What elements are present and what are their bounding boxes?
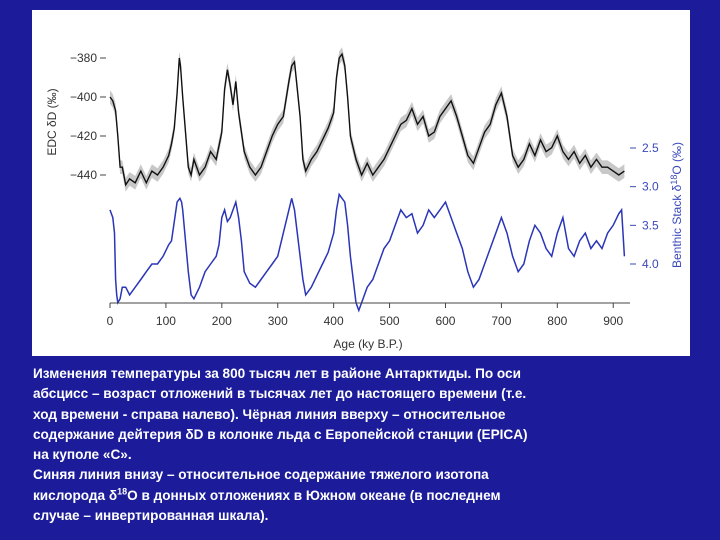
left-ticks: −380 −400 −420 −440 [70, 51, 106, 182]
figure-caption: Изменения температуры за 800 тысяч лет в… [33, 364, 693, 526]
right-tick-label: 2.5 [642, 141, 659, 155]
x-tick-label: 100 [156, 314, 176, 328]
x-tick-label: 600 [435, 314, 455, 328]
deuterium-uncertainty-band [110, 47, 625, 192]
x-ticks: 0 100 200 300 400 500 600 700 800 900 [107, 303, 624, 328]
deuterium-line [109, 52, 625, 187]
x-tick-label: 900 [603, 314, 623, 328]
right-ticks: 2.5 3.0 3.5 4.0 [630, 141, 659, 271]
caption-line: кислорода δ18O в донных отложениях в Южн… [33, 486, 501, 503]
caption-line: абсцисс – возраст отложений в тысячах ле… [33, 386, 527, 402]
x-axis-title: Age (ky B.P.) [333, 337, 402, 351]
chart-panel [32, 10, 690, 356]
x-tick-label: 300 [268, 314, 288, 328]
caption-line: Изменения температуры за 800 тысяч лет в… [33, 366, 521, 381]
x-tick-label: 700 [491, 314, 511, 328]
caption-line: содержание дейтерия δD в колонке льда с … [33, 426, 528, 442]
left-tick-label: −420 [70, 129, 97, 143]
x-tick-label: 800 [547, 314, 567, 328]
left-tick-label: −440 [70, 168, 97, 182]
x-tick-label: 200 [212, 314, 232, 328]
caption-line: ход времени - справа налево). Чёрная лин… [33, 406, 506, 422]
left-axis-title: EDC δD (‰) [45, 88, 59, 155]
caption-line: на куполе «С». [33, 447, 132, 463]
right-tick-label: 4.0 [642, 257, 659, 271]
right-tick-label: 3.0 [642, 180, 659, 194]
left-tick-label: −400 [70, 90, 97, 104]
benthic-line [109, 192, 626, 313]
x-tick-label: 0 [107, 314, 114, 328]
caption-line: Синяя линия внизу – относительное содерж… [33, 467, 489, 483]
x-tick-label: 500 [380, 314, 400, 328]
x-tick-label: 400 [324, 314, 344, 328]
right-tick-label: 3.5 [642, 218, 659, 232]
caption-line: случае – инвертированная шкала). [33, 508, 269, 524]
right-axis-title: Benthic Stack δ18O (‰) [669, 142, 684, 268]
deuterium-band [110, 47, 625, 192]
left-tick-label: −380 [70, 51, 97, 65]
